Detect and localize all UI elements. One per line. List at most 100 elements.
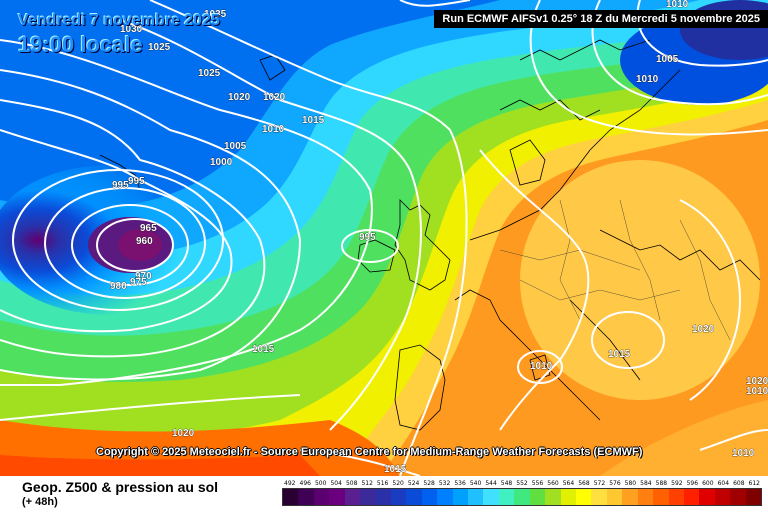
color-scale: 492 496 500 504 508 512 516 520 524 528 532 536 540 5… bbox=[282, 479, 762, 509]
isobar-label: 1005 bbox=[224, 141, 247, 152]
isobar-label: 1000 bbox=[210, 157, 233, 168]
scale-swatch bbox=[637, 489, 654, 505]
isobar-label: 1025 bbox=[198, 68, 221, 79]
scale-swatch bbox=[483, 489, 499, 505]
scale-label: 572 bbox=[593, 480, 606, 487]
scale-swatch bbox=[390, 489, 407, 505]
isobar-label: 1020 bbox=[172, 428, 195, 439]
isobar-labels: 1035 1030 1025 1025 1020 1020 1015 1010 … bbox=[110, 0, 768, 475]
isobar-label: 995 bbox=[128, 176, 145, 187]
isobar-label: 1030 bbox=[120, 24, 143, 35]
scale-label: 568 bbox=[578, 480, 590, 487]
isobars bbox=[0, 0, 768, 476]
forecast-offset: (+ 48h) bbox=[22, 496, 58, 508]
scale-label: 540 bbox=[469, 480, 482, 487]
isobar-label: 1010 bbox=[666, 0, 689, 10]
scale-swatch bbox=[714, 489, 731, 505]
scale-swatch bbox=[730, 489, 746, 505]
scale-label: 520 bbox=[392, 480, 404, 487]
scale-swatch bbox=[344, 489, 361, 505]
low-center-inner bbox=[118, 229, 162, 261]
forecast-local-time: 19:00 locale bbox=[18, 32, 143, 57]
east-orange bbox=[600, 400, 768, 476]
isobar-label: 1020 bbox=[692, 324, 715, 335]
scale-label: 524 bbox=[407, 480, 420, 487]
scale-label: 492 bbox=[284, 480, 296, 487]
isobar-label: 1020 bbox=[746, 376, 768, 387]
isobar-label: 970 bbox=[135, 271, 152, 282]
scale-swatch bbox=[514, 489, 530, 505]
isobar-label: 1010 bbox=[262, 124, 285, 135]
isobar-label: 975 bbox=[130, 277, 147, 288]
scale-swatch bbox=[606, 489, 623, 505]
scale-swatch bbox=[406, 489, 422, 505]
scale-swatch bbox=[375, 489, 391, 505]
scale-swatch bbox=[699, 489, 715, 505]
scale-swatch bbox=[283, 489, 299, 505]
scale-label: 564 bbox=[562, 480, 575, 487]
isobar-label: 965 bbox=[140, 223, 157, 234]
scale-label: 600 bbox=[702, 480, 714, 487]
isobar-label: 1010 bbox=[732, 448, 755, 459]
scale-label: 576 bbox=[609, 480, 621, 487]
color-scale-labels: 492 496 500 504 508 512 516 520 524 528 532 536 540 5… bbox=[282, 479, 762, 488]
scale-swatch bbox=[545, 489, 561, 505]
south-red bbox=[0, 455, 320, 476]
scale-label: 544 bbox=[485, 480, 497, 487]
scale-swatch bbox=[468, 489, 484, 505]
isobar-label: 1020 bbox=[228, 92, 251, 103]
scale-swatch bbox=[360, 489, 376, 505]
isobar-label: 1015 bbox=[252, 344, 275, 355]
chart-title: Geop. Z500 & pression au sol bbox=[22, 479, 219, 495]
scale-label: 532 bbox=[438, 480, 451, 487]
scale-swatch bbox=[298, 489, 314, 505]
scale-swatch bbox=[421, 489, 438, 505]
color-scale-bar bbox=[282, 488, 762, 506]
scale-swatch bbox=[437, 489, 453, 505]
isobar-label: 995 bbox=[359, 232, 376, 243]
scale-swatch bbox=[529, 489, 546, 505]
scale-swatch bbox=[329, 489, 345, 505]
scale-swatch bbox=[313, 489, 330, 505]
scale-label: 556 bbox=[531, 480, 544, 487]
scale-swatch bbox=[576, 489, 592, 505]
isobar-label: 1010 bbox=[636, 74, 659, 85]
scale-swatch bbox=[683, 489, 700, 505]
scale-swatch bbox=[745, 489, 762, 505]
weather-map: 1035 1030 1025 1025 1020 1020 1015 1010 … bbox=[0, 0, 768, 476]
scale-label: 584 bbox=[640, 480, 652, 487]
scale-label: 612 bbox=[748, 480, 760, 487]
isobar-label: 1015 bbox=[608, 349, 631, 360]
scale-label: 496 bbox=[299, 480, 311, 487]
scale-label: 552 bbox=[516, 480, 528, 487]
scale-label: 536 bbox=[454, 480, 466, 487]
scale-swatch bbox=[452, 489, 469, 505]
isobar-label: 1015 bbox=[302, 115, 325, 126]
central-europe-yellow bbox=[520, 160, 760, 400]
scale-label: 548 bbox=[500, 480, 513, 487]
scale-swatch bbox=[668, 489, 684, 505]
isobar-label: 960 bbox=[136, 236, 153, 247]
copyright-notice: Copyright © 2025 Meteociel.fr - Source E… bbox=[96, 446, 643, 458]
isobar-label: 995 bbox=[112, 180, 129, 191]
coastlines bbox=[99, 39, 761, 431]
scale-label: 516 bbox=[376, 480, 389, 487]
field-band-blue bbox=[0, 0, 500, 209]
scale-swatch bbox=[653, 489, 669, 505]
scale-label: 504 bbox=[330, 480, 342, 487]
isobar-label: 1010 bbox=[746, 386, 768, 397]
scale-label: 560 bbox=[547, 480, 559, 487]
map-canvas: 1035 1030 1025 1025 1020 1020 1015 1010 … bbox=[0, 0, 768, 476]
scale-swatch bbox=[622, 489, 638, 505]
scale-label: 596 bbox=[686, 480, 699, 487]
scale-label: 592 bbox=[671, 480, 683, 487]
scale-swatch bbox=[560, 489, 577, 505]
isobar-label: 980 bbox=[110, 281, 127, 292]
forecast-date: Vendredi 7 novembre 2025 bbox=[18, 12, 220, 29]
isobar-label: 1025 bbox=[148, 42, 171, 53]
model-run-label: Run ECMWF AIFSv1 0.25° 18 Z du Mercredi … bbox=[434, 10, 768, 28]
scale-label: 608 bbox=[733, 480, 745, 487]
isobar-label: 1015 bbox=[384, 464, 407, 475]
scale-label: 528 bbox=[423, 480, 435, 487]
scale-swatch bbox=[498, 489, 515, 505]
